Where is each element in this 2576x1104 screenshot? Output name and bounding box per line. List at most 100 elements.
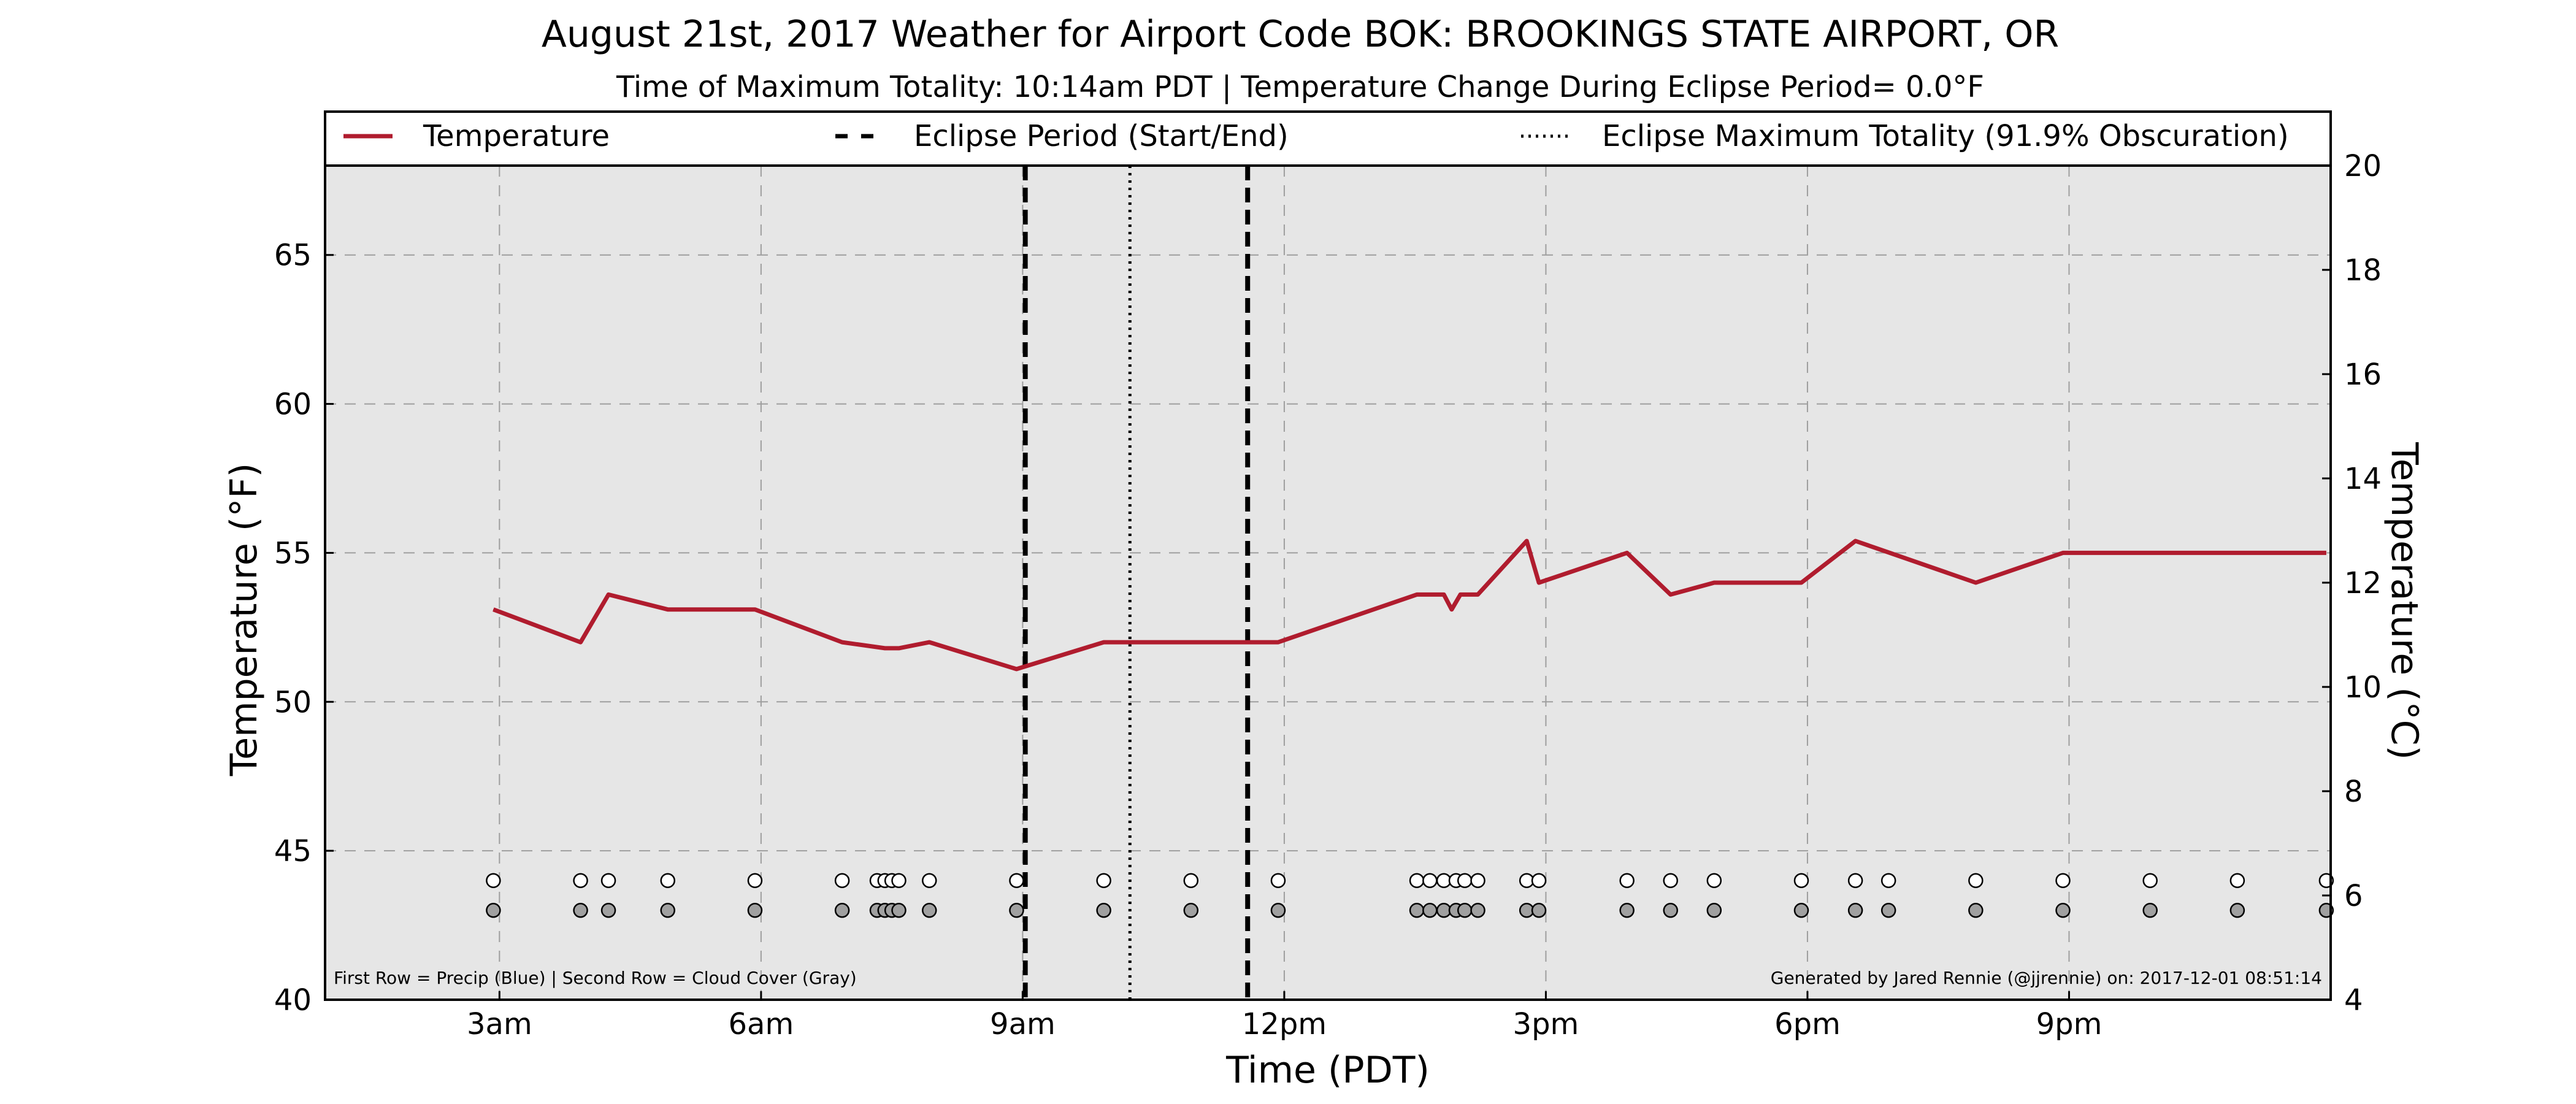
precip-marker: [834, 873, 850, 888]
precip-marker: [1422, 873, 1438, 888]
cloud-cover-marker: [1968, 903, 1984, 918]
observation-markers: [486, 873, 2334, 918]
precip-marker: [1183, 873, 1199, 888]
footnote-right: Generated by Jared Rennie (@jjrennie) on…: [1771, 968, 2322, 988]
grid-lines: [325, 164, 2331, 1001]
cloud-cover-marker: [1663, 903, 1678, 918]
plot-area: [325, 166, 2331, 1000]
y-tick-label-right: 6: [2344, 879, 2363, 913]
temperature-point: [608, 594, 609, 595]
temperature-point: [1855, 540, 1856, 542]
precip-marker: [1968, 873, 1984, 888]
x-tick-label: 6pm: [1774, 1007, 1841, 1041]
precip-marker: [600, 873, 616, 888]
precip-marker: [1880, 873, 1896, 888]
y-axis-title-left: Temperature (°F): [223, 463, 266, 776]
y-tick-label-left: 65: [274, 239, 312, 273]
cloud-cover-marker: [600, 903, 616, 918]
precip-marker: [922, 873, 937, 888]
precip-marker: [747, 873, 763, 888]
legend-temperature-label: Temperature: [423, 119, 610, 153]
cloud-cover-marker: [1470, 903, 1485, 918]
x-tick-label: 9am: [990, 1007, 1056, 1041]
cloud-cover-marker: [1009, 903, 1024, 918]
legend-max-totality-label: Eclipse Maximum Totality (91.9% Obscurat…: [1602, 119, 2289, 153]
temperature-point: [929, 642, 930, 643]
temperature-point: [1451, 609, 1452, 610]
precip-marker: [486, 873, 501, 888]
precip-marker: [1009, 873, 1024, 888]
cloud-cover-marker: [1270, 903, 1286, 918]
y-tick-label-left: 50: [274, 685, 312, 719]
precip-marker: [1531, 873, 1547, 888]
temperature-point: [754, 609, 756, 610]
precip-marker: [2142, 873, 2158, 888]
cloud-cover-marker: [660, 903, 675, 918]
cloud-cover-marker: [1457, 903, 1473, 918]
y-tick-label-right: 8: [2344, 775, 2363, 809]
cloud-cover-marker: [2229, 903, 2245, 918]
y-tick-label-right: 14: [2344, 462, 2382, 496]
x-tick-label: 3am: [467, 1007, 532, 1041]
y-tick-label-right: 16: [2344, 358, 2382, 392]
y-tick-label-left: 55: [274, 536, 312, 570]
chart-subtitle: Time of Maximum Totality: 10:14am PDT | …: [616, 70, 1984, 104]
precip-marker: [1409, 873, 1425, 888]
x-tick-label: 9pm: [2036, 1007, 2103, 1041]
y-tick-label-right: 20: [2344, 149, 2382, 183]
precip-marker: [1470, 873, 1485, 888]
y-tick-label-right: 10: [2344, 670, 2382, 705]
y-tick-label-right: 18: [2344, 253, 2382, 288]
temperature-point: [667, 609, 669, 610]
legend-eclipse-period-label: Eclipse Period (Start/End): [914, 119, 1289, 153]
precip-marker: [891, 873, 907, 888]
footnote-left: First Row = Precip (Blue) | Second Row =…: [334, 968, 857, 988]
legend-box: [324, 110, 2332, 167]
precip-marker: [1706, 873, 1722, 888]
eclipse-lines: [1022, 166, 1251, 1000]
y-tick-label-left: 45: [274, 834, 312, 868]
x-tick-label: 3pm: [1513, 1007, 1579, 1041]
precip-marker: [1619, 873, 1635, 888]
precip-marker: [2229, 873, 2245, 888]
y-tick-label-right: 12: [2344, 566, 2382, 600]
precip-marker: [573, 873, 588, 888]
temperature-point: [841, 642, 843, 643]
cloud-cover-marker: [1619, 903, 1635, 918]
precip-marker: [2055, 873, 2071, 888]
x-axis-title: Time (PDT): [1225, 1049, 1430, 1092]
cloud-cover-marker: [834, 903, 850, 918]
cloud-cover-marker: [1847, 903, 1863, 918]
cloud-cover-marker: [1409, 903, 1425, 918]
cloud-cover-marker: [1531, 903, 1547, 918]
temperature-point: [1670, 594, 1671, 595]
cloud-cover-marker: [1183, 903, 1199, 918]
cloud-cover-marker: [2055, 903, 2071, 918]
cloud-cover-marker: [2142, 903, 2158, 918]
cloud-cover-marker: [1706, 903, 1722, 918]
temperature-point: [1103, 642, 1105, 643]
x-tick-label: 6am: [729, 1007, 794, 1041]
precip-marker: [1096, 873, 1111, 888]
temperature-series: [493, 539, 2327, 672]
y-tick-label-right: 4: [2344, 983, 2363, 1018]
precip-marker: [1457, 873, 1473, 888]
x-tick-label: 12pm: [1242, 1007, 1327, 1041]
cloud-cover-marker: [1096, 903, 1111, 918]
temperature-point: [493, 609, 494, 610]
tick-labels: 3am 6am 9am 12pm 3pm 6pm 9pm 40 45 50 55 60 65 4 6 8 10 1…: [274, 149, 2382, 1041]
cloud-cover-marker: [573, 903, 588, 918]
cloud-cover-marker: [1880, 903, 1896, 918]
cloud-cover-marker: [1793, 903, 1809, 918]
precip-marker: [1663, 873, 1678, 888]
cloud-cover-marker: [922, 903, 937, 918]
precip-marker: [660, 873, 675, 888]
cloud-cover-marker: [747, 903, 763, 918]
chart-title: August 21st, 2017 Weather for Airport Co…: [542, 13, 2059, 56]
precip-marker: [1847, 873, 1863, 888]
temperature-point: [580, 642, 581, 643]
temperature-point: [1460, 594, 1461, 595]
precip-marker: [1793, 873, 1809, 888]
y-axis-title-right: Temperature (°C): [2383, 442, 2426, 760]
